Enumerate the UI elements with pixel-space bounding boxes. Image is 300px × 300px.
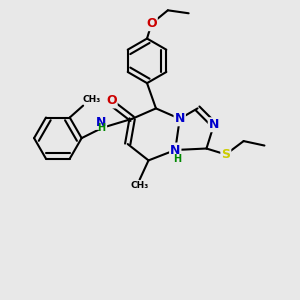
- Text: N: N: [170, 143, 181, 157]
- Text: O: O: [106, 94, 117, 107]
- Text: H: H: [97, 123, 105, 133]
- Text: O: O: [146, 17, 157, 30]
- Text: H: H: [173, 154, 181, 164]
- Text: CH₃: CH₃: [83, 94, 101, 103]
- Text: N: N: [175, 112, 185, 125]
- Text: S: S: [221, 148, 230, 161]
- Text: CH₃: CH₃: [130, 181, 149, 190]
- Text: N: N: [96, 116, 106, 129]
- Text: N: N: [209, 118, 219, 131]
